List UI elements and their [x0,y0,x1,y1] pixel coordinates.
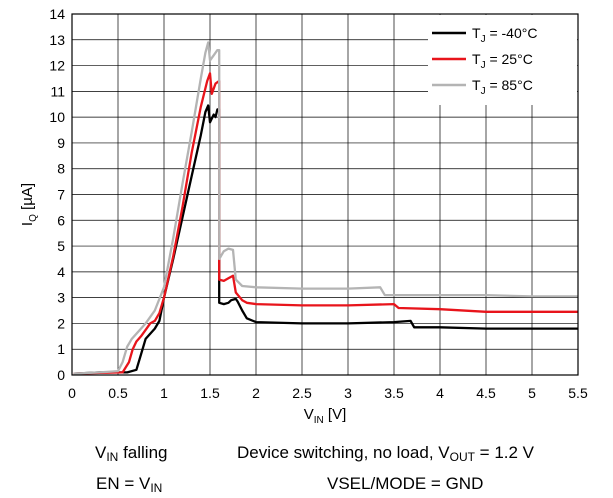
y-axis-label-sub: Q [28,214,39,222]
x-tick-label: 2 [252,385,260,401]
x-tick-label: 5.5 [568,385,588,401]
condition-en-pre: EN = V [96,474,151,493]
condition-vsel-mode: VSEL/MODE = GND [327,474,483,494]
y-tick-label: 11 [50,83,65,99]
x-axis-label-unit: [V] [324,406,347,423]
condition-vsel-text: VSEL/MODE = GND [327,474,484,493]
y-tick-label: 3 [57,290,65,306]
condition-device-switching: Device switching, no load, VOUT = 1.2 V [237,443,534,463]
x-tick-label: 4 [436,385,444,401]
series-line-0 [73,104,578,375]
condition-device-pre: Device switching, no load, V [237,443,450,462]
y-tick-label: 6 [57,212,65,228]
y-tick-label: 9 [57,135,65,151]
legend-label-pre: T [472,77,481,93]
y-tick-label: 10 [49,109,65,125]
plot-frame [71,13,579,376]
legend-label-sub: J [481,86,486,97]
line-chart: 0 0.5 1 1.5 2 2.5 3 3.5 4 4.5 5 5.5 012345678910111… [19,6,588,426]
x-tick-label: 3.5 [384,385,404,401]
x-tick-label: 0.5 [108,385,128,401]
y-tick-label: 12 [49,58,65,74]
x-axis-label-main: V [304,406,314,423]
y-tick-label: 8 [57,161,65,177]
y-tick-label: 1 [57,341,65,357]
y-axis-label-unit: [µA] [19,183,36,214]
legend-label-post: = 25°C [486,51,533,67]
y-tick-label: 2 [57,315,65,331]
legend-label-sub: J [481,60,486,71]
y-tick-label: 5 [57,238,65,254]
legend-label-0: TJ = -40°C [472,25,537,45]
series-line-1 [73,72,578,375]
condition-vin-main: V [95,443,107,462]
x-tick-label: 5 [528,385,536,401]
y-tick-label: 0 [57,367,65,383]
condition-device-post: = 1.2 V [474,443,535,462]
condition-vin-sub: IN [106,450,119,464]
legend-label-pre: T [472,25,481,41]
x-tick-label: 1.5 [200,385,220,401]
x-axis-label: VIN [V] [304,406,347,426]
legend: TJ = -40°CTJ = 25°CTJ = 85°C [428,15,577,105]
legend-label-post: = 85°C [486,77,533,93]
x-tick-label: 4.5 [476,385,496,401]
legend-label-pre: T [472,51,481,67]
x-axis-label-sub: IN [314,415,324,426]
condition-en-sub: IN [150,481,163,495]
condition-vin-falling: VIN falling [95,443,167,463]
x-tick-label: 0 [68,385,76,401]
x-tick-label: 1 [160,385,168,401]
condition-en: EN = VIN [96,474,162,494]
series-lines [73,41,578,375]
x-tick-label: 3 [344,385,352,401]
y-tick-label: 13 [49,32,65,48]
condition-device-sub: OUT [449,450,475,464]
legend-label-sub: J [481,34,486,45]
legend-label-post: = -40°C [486,25,538,41]
x-tick-labels: 0 0.5 1 1.5 2 2.5 3 3.5 4 4.5 5 5.5 [68,385,588,401]
y-axis-label-main: I [19,222,36,226]
condition-vin-post: falling [118,443,168,462]
legend-label-2: TJ = 85°C [472,77,533,97]
legend-label-1: TJ = 25°C [472,51,533,71]
y-tick-label: 7 [57,187,65,203]
y-tick-label: 14 [49,6,65,22]
x-tick-label: 2.5 [292,385,312,401]
y-tick-label: 4 [57,264,65,280]
y-axis-label: IQ [µA] [19,183,39,226]
series-line-2 [73,41,578,375]
